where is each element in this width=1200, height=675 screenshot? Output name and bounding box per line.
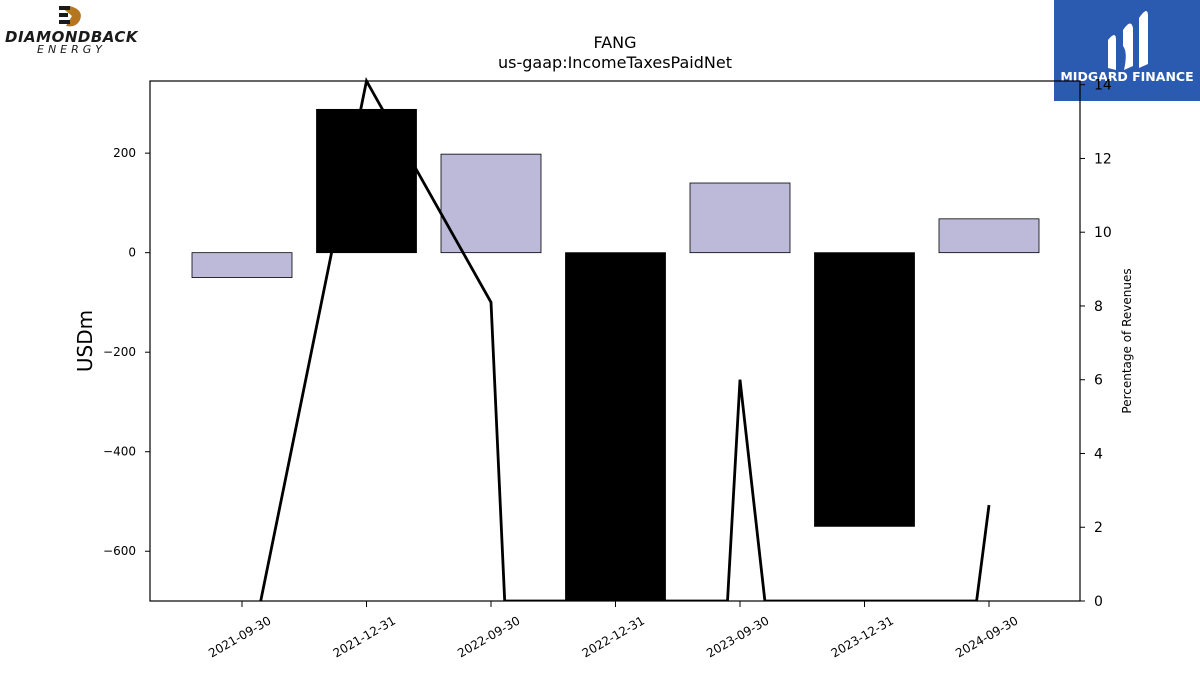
chart-subtitle: us-gaap:IncomeTaxesPaidNet [498,53,732,72]
logo-subtitle: ENERGY [37,43,106,56]
y2-tick-label: 10 [1094,225,1112,241]
revenue-percentage-line [259,77,991,601]
y2-tick-label: 6 [1094,373,1103,389]
y-tick-label: −400 [103,445,136,459]
y-tick-label: −200 [103,345,136,359]
midgard-finance-icon [1108,10,1148,70]
chart-title: FANG [593,33,636,52]
diamondback-logo-icon [59,6,81,27]
y2-axis-label: Percentage of Revenues [1120,268,1134,413]
y-tick-label: 200 [113,146,136,160]
midgard-finance-logo: MIDGARD FINANCE [1054,0,1200,101]
x-axis: 2021-09-30 2021-12-31 2022-09-30 2022-12-31… [206,601,1021,660]
bar-2021-09-30 [191,252,293,278]
y2-tick-label: 4 [1094,446,1103,462]
y-axis-right: 0 2 4 6 8 10 12 14 [1080,78,1112,610]
bar-2023-12-31 [814,252,915,527]
brand-name: MIDGARD FINANCE [1060,69,1193,84]
y2-tick-label: 0 [1094,594,1103,610]
x-tick-label: 2023-09-30 [704,613,771,660]
bar-series [191,108,1040,602]
logo-wordmark: DIAMONDBACK [5,28,139,46]
x-tick-label: 2021-12-31 [331,613,398,660]
y2-tick-label: 8 [1094,299,1103,315]
y2-tick-label: 12 [1094,151,1112,167]
bar-2022-12-31 [565,252,666,602]
x-tick-label: 2022-12-31 [580,613,647,660]
y-axis-label: USDm [73,310,97,372]
bar-2021-12-31 [316,108,417,254]
x-tick-label: 2023-12-31 [829,613,896,660]
x-tick-label: 2022-09-30 [455,613,522,660]
x-tick-label: 2021-09-30 [206,613,273,660]
y-tick-label: −600 [103,544,136,558]
bar-2022-09-30 [440,153,542,254]
bar-2024-09-30 [938,218,1040,254]
y-axis-left: 200 0 −200 −400 −600 [103,146,150,558]
y2-tick-label: 2 [1094,520,1103,536]
x-tick-label: 2024-09-30 [953,613,1020,660]
y-tick-label: 0 [128,246,136,260]
bar-2023-09-30 [689,182,791,254]
diamondback-logo: DIAMONDBACK ENERGY [5,6,139,56]
y2-tick-label: 14 [1094,78,1112,94]
line-series [259,77,991,601]
